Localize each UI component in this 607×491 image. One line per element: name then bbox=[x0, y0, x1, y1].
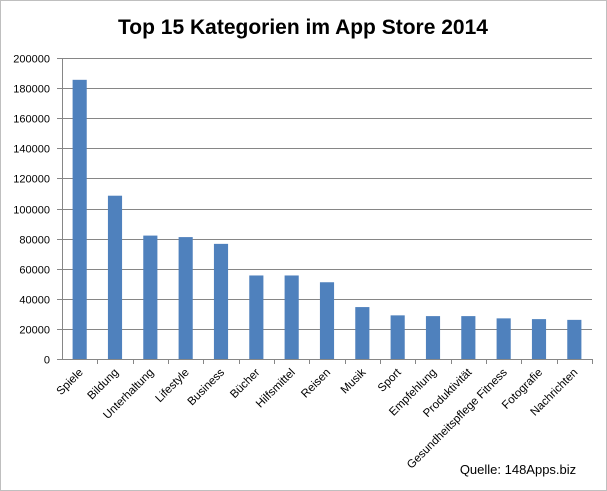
bar bbox=[284, 275, 299, 359]
chart-title: Top 15 Kategorien im App Store 2014 bbox=[118, 16, 488, 39]
bar bbox=[567, 319, 582, 359]
y-tick-label: 80000 bbox=[19, 235, 50, 247]
x-category-label: Bildung bbox=[86, 367, 122, 403]
x-category-label: Bücher bbox=[228, 367, 262, 401]
axes bbox=[57, 58, 593, 364]
x-category-labels: Spiele BildungUnterhaltungLifestyleBusine… bbox=[55, 366, 581, 471]
x-category-label: Business bbox=[186, 366, 228, 408]
y-tick-label: 120000 bbox=[13, 174, 50, 186]
y-tick-label: 60000 bbox=[19, 265, 50, 277]
x-category-label: Reisen bbox=[299, 367, 333, 401]
source-annotation: Quelle: 148Apps.biz bbox=[460, 462, 576, 477]
x-category-label: Sport bbox=[376, 366, 404, 394]
bar bbox=[461, 316, 476, 359]
bar bbox=[355, 307, 370, 359]
bar bbox=[390, 315, 405, 359]
bar bbox=[72, 79, 87, 359]
y-tick-labels: 0 20000 40000 60000 80000 100000 120000 140000 1… bbox=[13, 54, 50, 367]
y-tick-label: 180000 bbox=[13, 84, 50, 96]
y-tick-label: 200000 bbox=[13, 54, 50, 66]
bar bbox=[319, 282, 335, 359]
bar bbox=[496, 318, 511, 359]
bar bbox=[249, 275, 264, 359]
y-tick-label: 160000 bbox=[13, 114, 50, 126]
bar bbox=[425, 316, 441, 359]
x-category-label: Spiele bbox=[55, 367, 86, 398]
bar bbox=[107, 195, 123, 359]
y-tick-label: 20000 bbox=[19, 325, 50, 337]
y-tick-label: 140000 bbox=[13, 144, 50, 156]
bar bbox=[531, 319, 547, 359]
bars bbox=[72, 79, 582, 359]
bar bbox=[143, 235, 158, 359]
y-tick-label: 0 bbox=[44, 355, 50, 367]
bar bbox=[213, 243, 229, 359]
bar bbox=[178, 237, 193, 359]
x-category-label: Musik bbox=[339, 366, 369, 396]
y-tick-label: 100000 bbox=[13, 205, 50, 217]
y-tick-label: 40000 bbox=[19, 295, 50, 307]
x-category-label: Hilfsmittel bbox=[254, 367, 298, 411]
